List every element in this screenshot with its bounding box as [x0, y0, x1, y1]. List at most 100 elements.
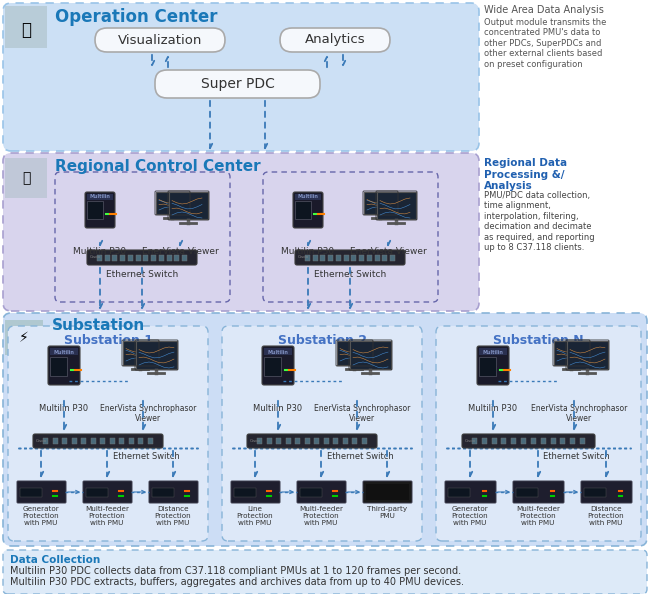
FancyBboxPatch shape — [87, 250, 197, 265]
Bar — [100, 438, 105, 444]
Text: Multi-feeder
Protection
with PMU: Multi-feeder Protection with PMU — [299, 506, 343, 526]
Text: Ethernet Switch: Ethernet Switch — [327, 452, 394, 461]
Text: Multi-feeder
Protection
with PMU: Multi-feeder Protection with PMU — [85, 506, 129, 526]
Bar — [320, 255, 325, 261]
Bar — [136, 255, 141, 261]
Text: EnerVista Synchrophasor
Viewer: EnerVista Synchrophasor Viewer — [531, 404, 627, 424]
FancyBboxPatch shape — [295, 194, 321, 200]
Bar — [234, 488, 256, 497]
Bar — [86, 488, 108, 497]
FancyBboxPatch shape — [87, 201, 103, 219]
Text: Visualization: Visualization — [118, 33, 202, 46]
Bar — [343, 438, 348, 444]
Bar — [120, 255, 125, 261]
Text: Regional Control Center: Regional Control Center — [55, 159, 261, 174]
Text: Third-party
PMU: Third-party PMU — [367, 506, 407, 519]
Bar — [374, 255, 379, 261]
Bar — [314, 438, 319, 444]
Text: Ethernet Switch: Ethernet Switch — [113, 452, 180, 461]
FancyBboxPatch shape — [123, 341, 158, 365]
Text: Multilin: Multilin — [482, 349, 503, 355]
Text: Generator
Protection
with PMU: Generator Protection with PMU — [23, 506, 59, 526]
Bar — [304, 438, 310, 444]
Bar — [151, 255, 156, 261]
Bar — [516, 488, 538, 497]
FancyBboxPatch shape — [247, 434, 377, 448]
Bar — [560, 438, 565, 444]
FancyBboxPatch shape — [363, 481, 412, 503]
Text: Ethernet Switch: Ethernet Switch — [106, 270, 178, 279]
Text: Data Collection: Data Collection — [10, 555, 100, 565]
Text: Ethernet Switch: Ethernet Switch — [314, 270, 386, 279]
Text: Multilin P30: Multilin P30 — [282, 247, 334, 256]
Text: Multilin P30 PDC extracts, buffers, aggregates and archives data from up to 40 P: Multilin P30 PDC extracts, buffers, aggr… — [10, 577, 464, 587]
Bar — [570, 438, 575, 444]
Text: Cisco: Cisco — [465, 439, 476, 443]
FancyBboxPatch shape — [295, 250, 405, 265]
Bar — [119, 438, 125, 444]
Bar — [359, 255, 364, 261]
FancyBboxPatch shape — [280, 28, 390, 52]
Bar — [313, 255, 318, 261]
Text: Multilin P30 PDC collects data from C37.118 compliant PMUs at 1 to 120 frames pe: Multilin P30 PDC collects data from C37.… — [10, 566, 461, 576]
Bar — [128, 255, 133, 261]
Bar — [152, 488, 174, 497]
Bar — [82, 438, 86, 444]
Bar — [129, 438, 134, 444]
Bar — [305, 255, 310, 261]
FancyBboxPatch shape — [33, 434, 163, 448]
FancyBboxPatch shape — [156, 192, 189, 214]
Text: Regional Data
Processing &/
Analysis: Regional Data Processing &/ Analysis — [484, 158, 567, 191]
Text: EnerVista Synchrophasor
Viewer: EnerVista Synchrophasor Viewer — [314, 404, 410, 424]
Text: Multilin: Multilin — [267, 349, 288, 355]
Bar — [448, 488, 470, 497]
Bar — [148, 438, 153, 444]
Bar — [511, 438, 516, 444]
Bar — [521, 438, 526, 444]
Text: Wide Area Data Analysis: Wide Area Data Analysis — [484, 5, 604, 15]
Text: Operation Center: Operation Center — [55, 8, 218, 26]
Text: Multilin: Multilin — [89, 194, 110, 200]
Text: Cisco: Cisco — [250, 439, 261, 443]
Bar — [159, 255, 164, 261]
Bar — [20, 488, 42, 497]
Text: EnerVista Viewer: EnerVista Viewer — [141, 247, 218, 256]
Text: Substation 2: Substation 2 — [278, 334, 366, 347]
Text: Cisco: Cisco — [90, 255, 101, 260]
Bar — [276, 438, 281, 444]
Bar — [5, 320, 43, 355]
Bar — [110, 438, 115, 444]
Bar — [182, 255, 187, 261]
FancyBboxPatch shape — [377, 192, 416, 219]
Bar — [105, 255, 110, 261]
Bar — [492, 438, 497, 444]
Bar — [166, 255, 171, 261]
Bar — [344, 255, 349, 261]
Bar — [351, 255, 357, 261]
Bar — [62, 438, 67, 444]
Text: Cisco: Cisco — [36, 439, 47, 443]
FancyBboxPatch shape — [149, 481, 198, 503]
Bar — [482, 438, 487, 444]
Bar — [333, 438, 338, 444]
Bar — [550, 438, 556, 444]
FancyBboxPatch shape — [554, 341, 589, 365]
Text: Ethernet Switch: Ethernet Switch — [543, 452, 610, 461]
Text: Multilin: Multilin — [297, 194, 318, 200]
FancyBboxPatch shape — [264, 348, 292, 355]
Text: Output module transmits the
concentrated PMU's data to
other PDCs, SuperPDCs and: Output module transmits the concentrated… — [484, 18, 606, 68]
FancyBboxPatch shape — [445, 481, 496, 503]
FancyBboxPatch shape — [85, 192, 115, 228]
FancyBboxPatch shape — [295, 201, 311, 219]
FancyBboxPatch shape — [462, 434, 595, 448]
FancyBboxPatch shape — [3, 3, 479, 151]
FancyBboxPatch shape — [513, 481, 564, 503]
FancyBboxPatch shape — [3, 550, 647, 594]
Text: Generator
Protection
with PMU: Generator Protection with PMU — [452, 506, 488, 526]
Text: Multilin P30: Multilin P30 — [254, 404, 303, 413]
Bar — [5, 6, 47, 48]
Bar — [300, 488, 322, 497]
FancyBboxPatch shape — [136, 341, 177, 369]
Text: EnerVista Viewer: EnerVista Viewer — [349, 247, 426, 256]
Text: Multilin P30: Multilin P30 — [39, 404, 89, 413]
